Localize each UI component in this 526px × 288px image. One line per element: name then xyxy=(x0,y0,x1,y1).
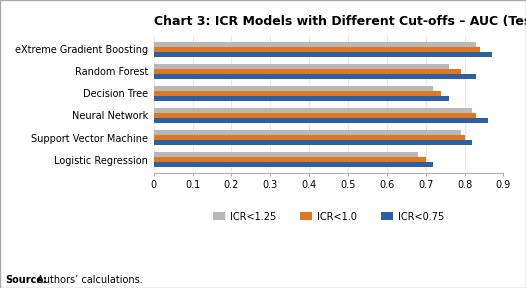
Bar xyxy=(154,64,449,69)
Bar xyxy=(154,135,464,140)
Bar xyxy=(154,130,461,135)
Text: Authors’ calculations.: Authors’ calculations. xyxy=(34,275,143,285)
Bar xyxy=(154,118,488,123)
Bar xyxy=(154,113,476,118)
Bar xyxy=(154,96,449,101)
Bar xyxy=(154,52,492,57)
Bar xyxy=(154,152,418,157)
Bar xyxy=(154,86,433,91)
Bar xyxy=(154,42,476,47)
Bar xyxy=(154,140,472,145)
Bar xyxy=(154,47,480,52)
Bar xyxy=(154,91,441,96)
Text: Source:: Source: xyxy=(5,275,47,285)
Bar xyxy=(154,162,433,167)
Bar xyxy=(154,69,461,74)
Legend: ICR<1.25, ICR<1.0, ICR<0.75: ICR<1.25, ICR<1.0, ICR<0.75 xyxy=(209,208,448,226)
Bar xyxy=(154,108,472,113)
Bar xyxy=(154,157,426,162)
Bar xyxy=(154,74,476,79)
Text: Chart 3: ICR Models with Different Cut-offs – AUC (Test data = 2017-2019): Chart 3: ICR Models with Different Cut-o… xyxy=(154,15,526,28)
